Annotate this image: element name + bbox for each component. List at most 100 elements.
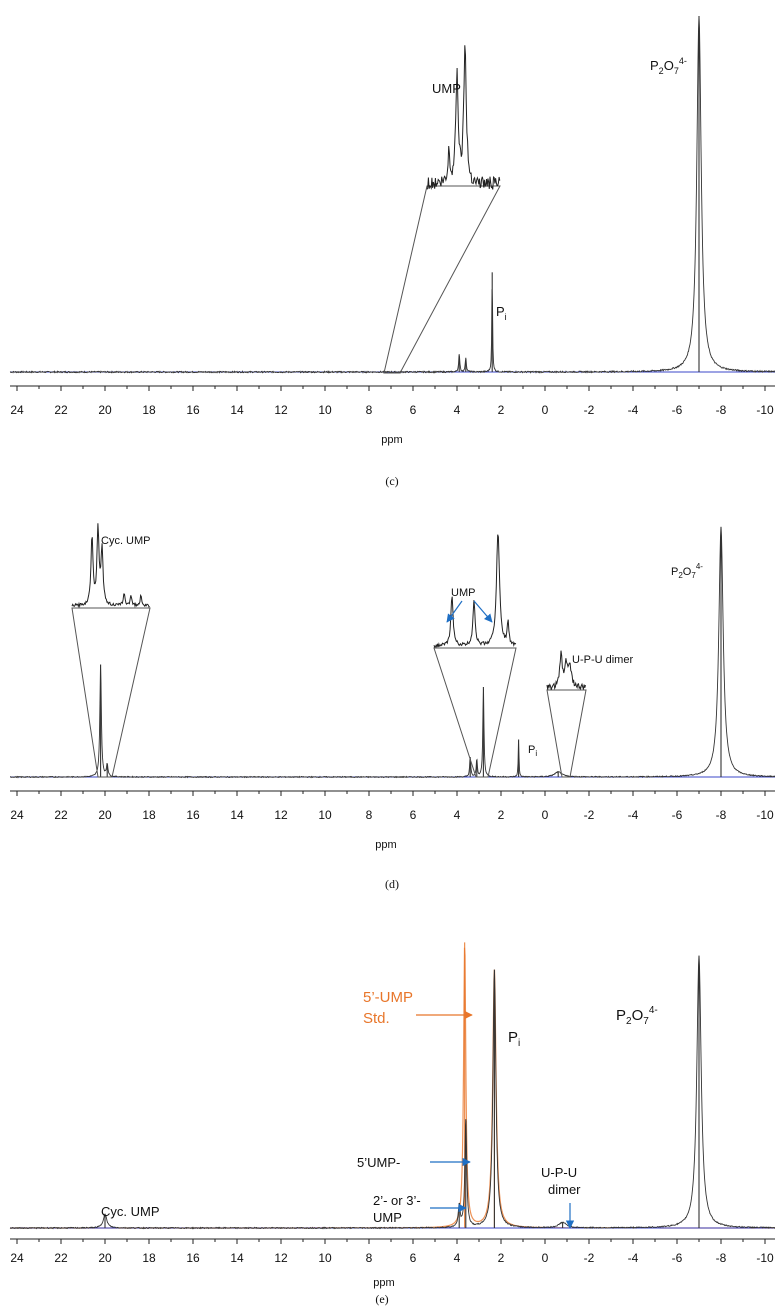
panel-e-5ump-label: 5’UMP-: [357, 1155, 400, 1170]
panel-e-pi-label: Pi: [508, 1029, 520, 1049]
panel-d-ump-inset-cone: [433, 647, 517, 778]
tick-label: 8: [366, 808, 373, 822]
panel-d-x-axis: 24 22 20 18 16 14 12 10 8 6 4 2 0 -2 -4 -6 -8 -10: [10, 790, 775, 822]
panel-c-ump-inset: [383, 45, 501, 374]
panel-d-dimer-inset-trace: [546, 650, 586, 691]
tick-label: 18: [142, 1251, 156, 1265]
panel-d-ump-inset-trace: [433, 534, 517, 649]
tick-label: 18: [142, 808, 156, 822]
panel-d-label: (d): [385, 877, 399, 891]
tick-label: 20: [98, 403, 112, 417]
panel-e-x-axis: 24 22 20 18 16 14 12 10 8 6 4 2 0 -2 -4 -6 -8 -10: [10, 1238, 775, 1265]
tick-label: 14: [230, 403, 244, 417]
tick-label: -8: [716, 1251, 727, 1265]
panel-c-inset-cone: [383, 185, 501, 374]
tick-label: -10: [756, 808, 774, 822]
spectrum-line: [9, 16, 775, 374]
tick-label: -6: [672, 1251, 683, 1265]
panel-d-ump-label: UMP: [451, 587, 475, 599]
tick-label: 0: [542, 808, 549, 822]
tick-label: 0: [542, 403, 549, 417]
tick-label: 24: [10, 403, 24, 417]
tick-label: 20: [98, 1251, 112, 1265]
tick-label: 2: [498, 403, 505, 417]
tick-label: 12: [274, 403, 288, 417]
panel-e-std-label-line1: 5’-UMP: [363, 989, 413, 1006]
panel-d-ump-arrow-left: [446, 600, 463, 623]
panel-d-ump-arrow-right: [473, 600, 493, 623]
panel-d-spectrum: 24 22 20 18 16 14 12 10 8 6 4 2 0 -2 -4 -6 -8 -10 Cyc. UM…: [10, 523, 775, 891]
panel-c-xlabel: ppm: [381, 434, 402, 446]
tick-label: 12: [274, 808, 288, 822]
panel-c-spectrum: 24 22 20 18 16 14 12 10 8 6 4 2 0 -2 -4 -6 -8 -10 UMP Pi …: [9, 16, 775, 488]
panel-d-cyc-ump-inset: [71, 523, 151, 778]
tick-label: 6: [410, 1251, 417, 1265]
tick-label: 16: [186, 1251, 200, 1265]
tick-label: 14: [230, 808, 244, 822]
panel-e-spectrum: 24 22 20 18 16 14 12 10 8 6 4 2 0 -2 -4 -6 -8 -10 5’-UMP …: [9, 942, 775, 1306]
panel-d-pi-label: Pi: [528, 744, 537, 758]
panel-e-23ump-label-line1: 2’- or 3’-: [373, 1193, 421, 1208]
panel-e-trace: [9, 955, 775, 1230]
tick-label: 4: [454, 808, 461, 822]
tick-label: -6: [672, 403, 683, 417]
spectrum-line: [10, 526, 775, 779]
panel-d-cyc-inset-trace: [71, 523, 150, 609]
panel-e-label: (e): [375, 1292, 388, 1306]
panel-c-trace: [9, 16, 775, 374]
tick-label: 8: [366, 403, 373, 417]
tick-label: 12: [274, 1251, 288, 1265]
panel-c-ump-label: UMP: [432, 81, 461, 96]
tick-label: 4: [454, 403, 461, 417]
tick-label: 10: [318, 1251, 332, 1265]
panel-e-dimer-label-line1: U-P-U: [541, 1165, 577, 1180]
panel-e-23ump-label-line2: UMP: [373, 1210, 402, 1225]
panel-d-cyc-inset-cone: [71, 607, 151, 778]
panel-d-dimer-inset: [546, 650, 587, 778]
panel-c-x-axis: 24 22 20 18 16 14 12 10 8 6 4 2 0 -2 -4 -6 -8 -10: [10, 385, 775, 417]
tick-label: -10: [756, 403, 774, 417]
panel-d-dimer-label: U-P-U dimer: [572, 654, 633, 666]
spectrum-line: [9, 955, 775, 1230]
tick-label: 10: [318, 808, 332, 822]
tick-label: -4: [628, 403, 639, 417]
panel-e-xlabel: ppm: [373, 1277, 394, 1289]
panel-d-ump-inset: [433, 534, 517, 778]
tick-label: 22: [54, 1251, 68, 1265]
panel-c-pi-label: Pi: [496, 304, 507, 322]
panel-e-dimer-label-line2: dimer: [548, 1182, 581, 1197]
panel-d-dimer-inset-cone: [546, 689, 587, 778]
panel-e-pyrophosphate-label: P2O74-: [616, 1005, 658, 1027]
tick-label: -8: [716, 808, 727, 822]
tick-label: 8: [366, 1251, 373, 1265]
tick-label: -6: [672, 808, 683, 822]
tick-label: 16: [186, 808, 200, 822]
panel-e-std-label-line2: Std.: [363, 1010, 390, 1027]
panel-d-xlabel: ppm: [375, 839, 396, 851]
tick-label: -2: [584, 1251, 595, 1265]
tick-label: 16: [186, 403, 200, 417]
tick-label: 22: [54, 403, 68, 417]
tick-label: 24: [10, 1251, 24, 1265]
tick-label: -10: [756, 1251, 774, 1265]
tick-label: 0: [542, 1251, 549, 1265]
panel-c-pyrophosphate-label: P2O74-: [650, 56, 687, 76]
tick-label: 14: [230, 1251, 244, 1265]
panel-c-inset-trace: [426, 45, 501, 190]
tick-label: 4: [454, 1251, 461, 1265]
panel-d-trace: [10, 526, 775, 779]
panel-e-std-overlay: [10, 942, 775, 1229]
tick-label: 6: [410, 403, 417, 417]
panel-e-cyc-ump-label: Cyc. UMP: [101, 1204, 160, 1219]
panel-c-label: (c): [385, 474, 398, 488]
tick-label: -4: [628, 808, 639, 822]
tick-label: 6: [410, 808, 417, 822]
tick-label: 22: [54, 808, 68, 822]
tick-label: -4: [628, 1251, 639, 1265]
panel-d-cyc-ump-label: Cyc. UMP: [101, 535, 151, 547]
tick-label: -8: [716, 403, 727, 417]
tick-label: -2: [584, 403, 595, 417]
panel-d-pyrophosphate-label: P2O74-: [671, 562, 703, 580]
tick-label: 2: [498, 1251, 505, 1265]
